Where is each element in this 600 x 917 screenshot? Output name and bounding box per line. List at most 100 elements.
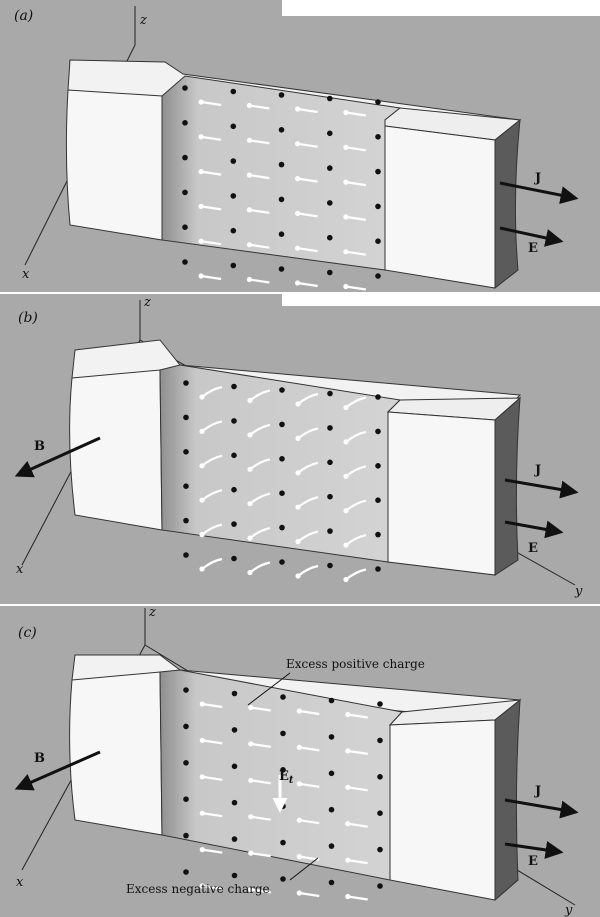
electron-dot <box>296 781 302 787</box>
electron-track <box>202 702 223 709</box>
electron-dot <box>248 814 254 820</box>
electron-dot <box>343 473 349 479</box>
electron-dot <box>343 283 349 290</box>
positive-ion-dot <box>278 127 285 133</box>
electron-dot <box>248 741 254 747</box>
electron-dot <box>345 821 351 827</box>
positive-ion-dot <box>375 99 381 105</box>
positive-ion-dot <box>231 383 237 390</box>
positive-ion-dot <box>327 390 333 397</box>
positive-ion-dot <box>230 262 237 269</box>
electron-track <box>297 281 318 288</box>
positive-ion-dot <box>183 449 189 455</box>
annotation-leader-top <box>247 672 291 706</box>
positive-ion-dot <box>327 493 333 500</box>
electron-dot <box>199 532 205 538</box>
electron-track <box>250 815 271 821</box>
vector-Et-label: Et <box>279 769 294 786</box>
electron-track <box>347 859 368 865</box>
electron-dot <box>247 501 253 507</box>
electron-dot <box>199 566 205 572</box>
electron-dot <box>296 744 302 751</box>
vector-J-label-b: J <box>534 463 541 478</box>
positive-ion-dot <box>231 690 238 697</box>
electron-track <box>347 822 368 828</box>
current-density-arrow-a <box>499 181 579 205</box>
positive-ion-dot <box>327 234 333 241</box>
positive-ion-dot <box>327 200 333 206</box>
block-left-end <box>69 671 163 836</box>
block-left-end <box>69 369 163 531</box>
electron-track <box>345 111 367 117</box>
electron-dot <box>199 810 205 816</box>
positive-ion-dot <box>279 421 285 428</box>
electron-dot <box>295 176 301 182</box>
electron-track <box>200 240 222 246</box>
positive-ion-dot <box>278 92 285 98</box>
positive-ion-dot <box>279 490 285 497</box>
positive-ion-dot <box>327 95 333 102</box>
electron-dot <box>345 748 351 754</box>
electric-field-arrow-b <box>504 520 564 539</box>
axis-z-label-c: z <box>148 605 156 620</box>
positive-ion-dot <box>377 810 383 816</box>
electron-dot <box>199 847 205 853</box>
panel-c: (c) z x y B J E Et Excess positive charg… <box>0 605 600 917</box>
electron-dot <box>296 817 302 823</box>
electron-dot <box>198 99 204 105</box>
electron-dot <box>295 470 301 476</box>
electron-dot <box>246 276 252 283</box>
positive-ion-dot <box>280 767 286 773</box>
electron-track <box>347 749 368 755</box>
positive-ion-dot <box>183 869 189 875</box>
charge-carriers-c <box>183 687 383 901</box>
positive-ion-dot <box>278 196 285 203</box>
positive-ion-dot <box>375 203 381 210</box>
positive-ion-dot <box>377 883 383 889</box>
electron-track <box>249 174 270 180</box>
electron-track <box>345 285 367 291</box>
electron-dot <box>199 394 205 400</box>
positive-ion-dot <box>231 763 238 770</box>
positive-ion-dot <box>327 425 333 431</box>
electron-track <box>200 274 222 281</box>
positive-ion-dot <box>375 394 381 400</box>
electron-dot <box>343 214 349 220</box>
positive-ion-dot <box>182 259 188 265</box>
positive-ion-dot <box>280 876 286 882</box>
electron-dot <box>295 539 301 545</box>
positive-ion-dot <box>278 266 285 272</box>
magnetic-field-arrow-b <box>14 436 101 478</box>
annotation-excess-negative: Excess negative charge <box>126 882 270 896</box>
positive-ion-dot <box>231 521 237 527</box>
positive-ion-dot <box>231 799 238 806</box>
electron-dot <box>247 432 253 438</box>
positive-ion-dot <box>328 770 335 777</box>
electron-dot <box>246 207 252 213</box>
electron-track <box>200 135 222 141</box>
panel-a-label: (a) <box>14 8 33 24</box>
electron-track <box>250 888 271 894</box>
electron-dot <box>247 569 253 576</box>
positive-ion-dot <box>230 123 237 130</box>
axis-x-label-a: x <box>22 267 30 282</box>
block-right-end <box>384 125 496 289</box>
electron-track <box>345 215 367 221</box>
electron-dot <box>295 504 301 510</box>
vector-E-label-b: E <box>528 541 538 556</box>
electron-track <box>250 742 271 748</box>
annotation-leader-bottom <box>289 857 319 881</box>
electron-dot <box>295 573 301 579</box>
conducting-slab <box>159 364 402 563</box>
electron-dot <box>247 535 253 541</box>
positive-ion-dot <box>375 463 381 469</box>
positive-ion-dot <box>279 524 285 531</box>
positive-ion-dot <box>328 806 335 813</box>
axis-y-label-c: y <box>564 903 573 917</box>
vector-B-label-b: B <box>34 439 45 454</box>
axis-x-label-c: x <box>16 875 24 890</box>
electron-dot <box>343 508 349 514</box>
electron-track <box>297 177 318 183</box>
electron-dot <box>343 179 349 185</box>
electron-track <box>200 205 222 211</box>
